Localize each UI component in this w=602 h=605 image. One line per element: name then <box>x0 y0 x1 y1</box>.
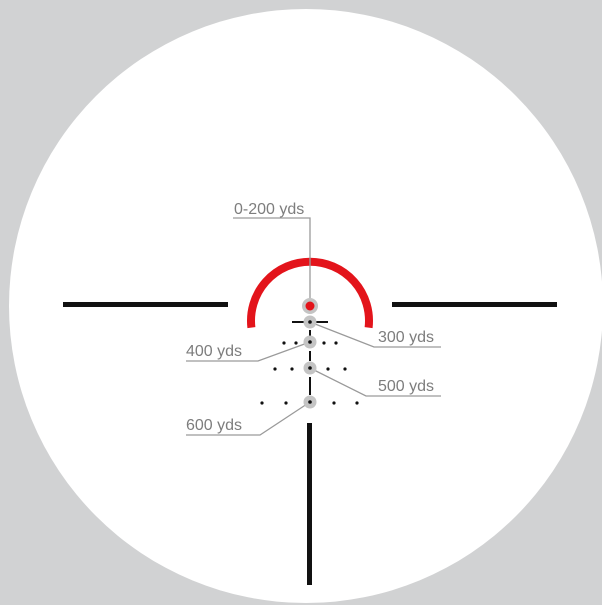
windage-dot <box>282 341 286 345</box>
windage-dot <box>343 367 347 371</box>
label-0-200-yds: 0-200 yds <box>234 201 304 218</box>
windage-dot <box>355 401 359 405</box>
stadia-dash-1 <box>309 330 311 338</box>
label-400-yds: 400 yds <box>186 343 242 360</box>
windage-dots <box>260 341 359 405</box>
aim-point-600-center <box>308 400 312 404</box>
stadia-dash-3 <box>309 377 311 395</box>
windage-dot <box>326 367 330 371</box>
windage-dot <box>260 401 264 405</box>
leader-500 <box>309 367 441 397</box>
label-300-yds: 300 yds <box>378 329 434 346</box>
windage-dot <box>284 401 288 405</box>
bottom-crosshair-post <box>307 423 312 585</box>
aim-point-300-center <box>308 320 312 324</box>
windage-dot <box>332 401 336 405</box>
leader-0-200 <box>233 217 311 299</box>
stadia-dash-2 <box>309 351 311 361</box>
right-crosshair-bar <box>392 302 557 307</box>
label-500-yds: 500 yds <box>378 378 434 395</box>
windage-dot <box>273 367 277 371</box>
aim-point-500-center <box>308 366 312 370</box>
windage-dot <box>294 341 298 345</box>
windage-dot <box>290 367 294 371</box>
red-center-dot <box>305 301 315 311</box>
leader-600 <box>186 401 311 436</box>
windage-dot <box>322 341 326 345</box>
leader-300 <box>309 321 441 348</box>
windage-dot <box>334 341 338 345</box>
label-600-yds: 600 yds <box>186 417 242 434</box>
left-crosshair-bar <box>63 302 228 307</box>
leader-400 <box>186 341 311 362</box>
aim-point-400-center <box>308 340 312 344</box>
